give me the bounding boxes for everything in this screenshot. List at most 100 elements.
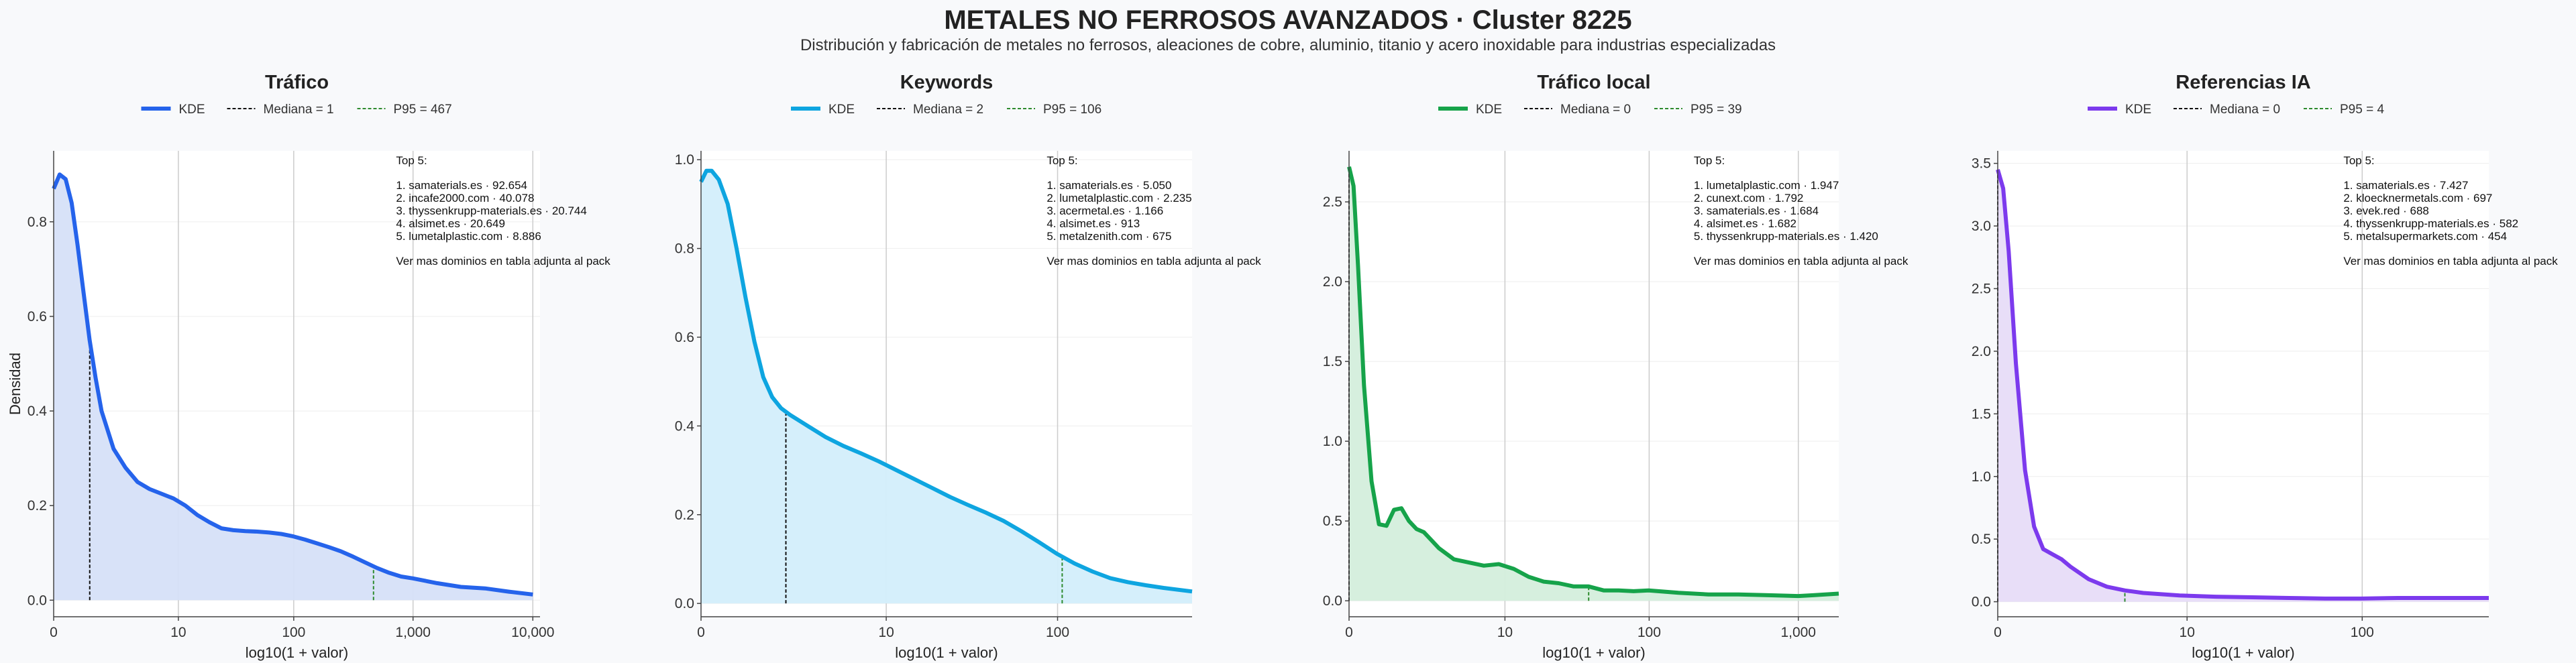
legend: KDE Mediana = 1 P95 = 467 <box>141 103 452 117</box>
y-tick-label: 3.5 <box>1972 156 1991 172</box>
page-title: METALES NO FERROSOS AVANZADOS · Cluster … <box>944 5 1632 35</box>
top5-heading: Top 5: <box>1694 154 1725 167</box>
y-tick-label: 0.2 <box>675 507 694 523</box>
top5-heading: Top 5: <box>396 154 427 167</box>
kde-line <box>1996 169 2489 601</box>
y-tick-label: 0.0 <box>1323 593 1342 609</box>
y-tick-label: 0.8 <box>675 241 694 257</box>
top5-item: 1. lumetalplastic.com · 1.947 <box>1694 179 1839 192</box>
top5-item: 2. lumetalplastic.com · 2.235 <box>1046 192 1191 204</box>
kde-area <box>1349 166 1839 601</box>
top5-heading: Top 5: <box>2343 154 2374 167</box>
legend-p95-label: P95 = 106 <box>1043 103 1102 117</box>
x-axis-label: log10(1 + valor) <box>1542 644 1645 661</box>
y-tick-label: 0.6 <box>675 330 694 345</box>
x-tick-label: 0 <box>50 625 58 640</box>
kde-area <box>701 170 1192 604</box>
top5-item: 2. kloecknermetals.com · 697 <box>2343 192 2492 204</box>
legend-kde-label: KDE <box>1476 103 1502 117</box>
y-tick-label: 0.5 <box>1972 532 1991 547</box>
x-tick-label: 100 <box>1046 625 1069 640</box>
x-tick-label: 1,000 <box>1780 625 1816 640</box>
legend-kde-label: KDE <box>179 103 205 117</box>
top5-item: 4. alsimet.es · 1.682 <box>1694 217 1796 230</box>
top5-item: 3. samaterials.es · 1.684 <box>1694 204 1819 217</box>
chart-panel-1: 0.0 0.2 0.4 0.6 0.8 0 10 100 1,000 10,000 log10(1 … <box>7 72 610 661</box>
top5-item: 4. alsimet.es · 913 <box>1046 217 1140 230</box>
y-tick-label: 0.8 <box>28 215 47 230</box>
legend-median-label: Mediana = 1 <box>264 103 334 117</box>
y-axis-label: Densidad <box>7 353 23 415</box>
y-tick-label: 0.0 <box>675 596 694 611</box>
x-axis-label: log10(1 + valor) <box>246 644 348 661</box>
legend: KDE Mediana = 2 P95 = 106 <box>791 103 1102 117</box>
chart-panel-2: 0.0 0.2 0.4 0.6 0.8 1.0 0 10 100 log10(1 + valor)… <box>675 72 1261 661</box>
top5-item: 5. thyssenkrupp-materials.es · 1.420 <box>1694 230 1878 243</box>
top5-item: 1. samaterials.es · 92.654 <box>396 179 527 192</box>
top5-item: 3. thyssenkrupp-materials.es · 20.744 <box>396 204 586 217</box>
x-tick-label: 10 <box>878 625 894 640</box>
x-tick-label: 100 <box>2351 625 2374 640</box>
y-tick-label: 2.5 <box>1972 282 1991 297</box>
x-tick-label: 10 <box>1497 625 1513 640</box>
chart-panel-4: 0.0 0.5 1.0 1.5 2.0 2.5 3.0 3.5 0 10 100 log10(1 + … <box>1972 72 2558 661</box>
top5-item: 2. incafe2000.com · 40.078 <box>396 192 534 204</box>
y-tick-label: 2.0 <box>1323 274 1342 290</box>
top5-item: 3. acermetal.es · 1.166 <box>1046 204 1163 217</box>
x-tick-label: 1,000 <box>395 625 431 640</box>
legend-median-label: Mediana = 0 <box>1560 103 1631 117</box>
x-tick-label: 0 <box>1994 625 2002 640</box>
top5-footer: Ver mas dominios en tabla adjunta al pac… <box>1046 255 1261 267</box>
top5-item: 4. thyssenkrupp-materials.es · 582 <box>2343 217 2518 230</box>
y-tick-label: 2.0 <box>1972 344 1991 359</box>
y-tick-label: 0.4 <box>28 404 48 419</box>
legend: KDE Mediana = 0 P95 = 39 <box>1438 103 1742 117</box>
x-tick-label: 0 <box>1345 625 1353 640</box>
chart-panel-3: 0.0 0.5 1.0 1.5 2.0 2.5 0 10 100 1,000 log10(1 + v… <box>1323 72 1909 661</box>
x-tick-label: 0 <box>697 625 705 640</box>
kde-line <box>699 168 1193 594</box>
panel-title: Referencias IA <box>2176 72 2311 93</box>
page-subtitle: Distribución y fabricación de metales no… <box>800 36 1776 54</box>
panel-title: Tráfico local <box>1537 72 1650 93</box>
panel-title: Keywords <box>900 72 994 93</box>
kde-area <box>1998 170 2489 602</box>
top5-heading: Top 5: <box>1046 154 1077 167</box>
y-tick-label: 1.0 <box>675 152 694 168</box>
y-tick-label: 0.6 <box>28 309 47 324</box>
y-tick-label: 2.5 <box>1323 194 1342 210</box>
top5-item: 4. alsimet.es · 20.649 <box>396 217 505 230</box>
y-tick-label: 0.0 <box>1972 595 1991 610</box>
kde-line <box>1347 166 1839 599</box>
y-tick-label: 0.4 <box>675 418 695 434</box>
x-axis-label: log10(1 + valor) <box>895 644 998 661</box>
legend-p95-label: P95 = 467 <box>394 103 452 117</box>
legend-kde-label: KDE <box>2125 103 2151 117</box>
top5-item: 1. samaterials.es · 7.427 <box>2343 179 2468 192</box>
y-tick-label: 0.0 <box>28 593 47 608</box>
legend-p95-label: P95 = 39 <box>1690 103 1742 117</box>
legend: KDE Mediana = 0 P95 = 4 <box>2088 103 2384 117</box>
x-axis-label: log10(1 + valor) <box>2192 644 2294 661</box>
top5-item: 1. samaterials.es · 5.050 <box>1046 179 1171 192</box>
panel-title: Tráfico <box>265 72 329 93</box>
top5-item: 5. lumetalplastic.com · 8.886 <box>396 230 541 243</box>
y-tick-label: 1.5 <box>1972 406 1991 422</box>
y-tick-label: 1.0 <box>1972 469 1991 485</box>
y-tick-label: 1.5 <box>1323 354 1342 369</box>
y-tick-label: 1.0 <box>1323 434 1342 449</box>
legend-p95-label: P95 = 4 <box>2340 103 2384 117</box>
top5-item: 5. metalsupermarkets.com · 454 <box>2343 230 2507 243</box>
y-tick-label: 0.2 <box>28 498 47 514</box>
y-tick-label: 3.0 <box>1972 219 1991 234</box>
kde-area <box>54 174 533 601</box>
legend-median-label: Mediana = 2 <box>913 103 983 117</box>
x-tick-label: 10 <box>170 625 186 640</box>
legend-median-label: Mediana = 0 <box>2210 103 2280 117</box>
top5-footer: Ver mas dominios en tabla adjunta al pac… <box>2343 255 2558 267</box>
